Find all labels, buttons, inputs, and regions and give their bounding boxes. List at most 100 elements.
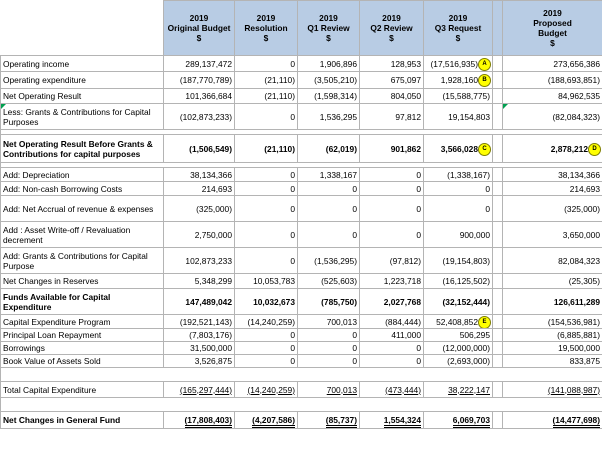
cell-original-budget: 38,134,366 <box>163 167 235 182</box>
cell-proposed-budget: (154,536,981) <box>502 314 602 329</box>
table-row: Net Operating Result Before Grants & Con… <box>0 134 602 163</box>
cell-proposed-budget: (82,084,323) <box>502 103 602 130</box>
cell-q3-request: 6,069,703 <box>423 411 493 429</box>
cell-q2-review: 0 <box>359 195 424 222</box>
cell-q2-review: (473,444) <box>359 381 424 398</box>
table-row: Operating expenditure (187,770,789) (21,… <box>0 71 602 89</box>
cell-q3-request: 1,928,160 B <box>423 71 493 89</box>
cell-q2-review: 2,027,768 <box>359 288 424 315</box>
cell-q3-request: (15,588,775) <box>423 88 493 104</box>
cell-q2-review: 804,050 <box>359 88 424 104</box>
spacer-cell <box>492 55 503 72</box>
row-label: Add: Grants & Contributions for Capital … <box>0 247 164 274</box>
table-row: Add : Asset Write-off / Revaluation decr… <box>0 221 602 248</box>
table-row: Add: Depreciation 38,134,366 0 1,338,167… <box>0 167 602 182</box>
cell-resolution: 0 <box>234 195 298 222</box>
table-row: Principal Loan Repayment (7,803,176) 0 0… <box>0 328 602 342</box>
row-label: Net Operating Result Before Grants & Con… <box>0 134 164 163</box>
cell-resolution: (21,110) <box>234 71 298 89</box>
cell-q2-review: 97,812 <box>359 103 424 130</box>
cell-proposed-budget: 833,875 <box>502 354 602 368</box>
spacer-cell <box>492 354 503 368</box>
cell-original-budget: 289,137,472 <box>163 55 235 72</box>
table-row: Operating income 289,137,472 0 1,906,896… <box>0 55 602 72</box>
cell-q3-request: (17,516,935) A <box>423 55 493 72</box>
cell-proposed-budget: 84,962,535 <box>502 88 602 104</box>
spacer-cell <box>492 71 503 89</box>
cell-q3-request: (2,693,000) <box>423 354 493 368</box>
row-label: Total Capital Expenditure <box>0 381 164 398</box>
cell-original-budget: 31,500,000 <box>163 341 235 355</box>
cell-original-budget: (17,808,403) <box>163 411 235 429</box>
header-spacer <box>492 0 503 56</box>
table-row: Capital Expenditure Program (192,521,143… <box>0 314 602 329</box>
row-label: Add: Depreciation <box>0 167 164 182</box>
cell-original-budget: (325,000) <box>163 195 235 222</box>
cell-proposed-budget: (141,088,987) <box>502 381 602 398</box>
cell-q1-review: 1,338,167 <box>297 167 360 182</box>
table-row: Add: Non-cash Borrowing Costs 214,693 0 … <box>0 181 602 196</box>
spacer-row <box>0 129 602 135</box>
cell-q3-request: (12,000,000) <box>423 341 493 355</box>
table-row: Net Changes in General Fund (17,808,403)… <box>0 411 602 429</box>
row-label: Net Operating Result <box>0 88 164 104</box>
cell-q1-review: 700,013 <box>297 314 360 329</box>
cell-resolution: 0 <box>234 328 298 342</box>
cell-q1-review: (62,019) <box>297 134 360 163</box>
spacer-cell <box>492 328 503 342</box>
cell-q2-review: 0 <box>359 181 424 196</box>
cell-proposed-budget: 273,656,386 <box>502 55 602 72</box>
cell-resolution: 0 <box>234 247 298 274</box>
cell-q2-review: 1,223,718 <box>359 273 424 289</box>
row-label: Add: Non-cash Borrowing Costs <box>0 181 164 196</box>
cell-original-budget: 101,366,684 <box>163 88 235 104</box>
table-row: Net Changes in Reserves 5,348,299 10,053… <box>0 273 602 289</box>
cell-original-budget: (102,873,233) <box>163 103 235 130</box>
header-q1-review: 2019 Q1 Review $ <box>297 0 360 56</box>
marker-d-badge: D <box>588 142 601 156</box>
row-label: Capital Expenditure Program <box>0 314 164 329</box>
row-label: Funds Available for Capital Expenditure <box>0 288 164 315</box>
cell-q2-review: 0 <box>359 221 424 248</box>
cell-resolution: 0 <box>234 221 298 248</box>
cell-proposed-budget: 2,878,212 D <box>502 134 602 163</box>
cell-q1-review: 0 <box>297 328 360 342</box>
cell-q2-review: 1,554,324 <box>359 411 424 429</box>
cell-q1-review: (1,598,314) <box>297 88 360 104</box>
table-row: Total Capital Expenditure (165,297,444) … <box>0 381 602 398</box>
row-label: Less: Grants & Contributions for Capital… <box>0 103 164 130</box>
cell-q3-request: 0 <box>423 181 493 196</box>
cell-resolution: (21,110) <box>234 134 298 163</box>
spacer-row <box>0 367 602 382</box>
cell-q1-review: 1,906,896 <box>297 55 360 72</box>
cell-original-budget: (7,803,176) <box>163 328 235 342</box>
cell-q3-request: 0 <box>423 195 493 222</box>
table-row: Funds Available for Capital Expenditure … <box>0 288 602 315</box>
table-row: Book Value of Assets Sold 3,526,875 0 0 … <box>0 354 602 368</box>
spacer-cell <box>492 88 503 104</box>
header-original-budget: 2019 Original Budget $ <box>163 0 235 56</box>
cell-q1-review: 0 <box>297 221 360 248</box>
marker-c-badge: C <box>478 142 491 156</box>
row-label: Operating expenditure <box>0 71 164 89</box>
cell-q2-review: 411,000 <box>359 328 424 342</box>
cell-original-budget: 3,526,875 <box>163 354 235 368</box>
cell-q2-review: (884,444) <box>359 314 424 329</box>
green-indicator-icon <box>503 104 508 109</box>
cell-q3-request: (32,152,444) <box>423 288 493 315</box>
table-row: Add: Net Accrual of revenue & expenses (… <box>0 195 602 222</box>
cell-original-budget: 5,348,299 <box>163 273 235 289</box>
cell-q3-request: (1,338,167) <box>423 167 493 182</box>
cell-q2-review: 675,097 <box>359 71 424 89</box>
cell-q3-request: 52,408,852 E <box>423 314 493 329</box>
cell-resolution: 0 <box>234 103 298 130</box>
cell-q1-review: (1,536,295) <box>297 247 360 274</box>
cell-resolution: 10,032,673 <box>234 288 298 315</box>
spacer-cell <box>492 167 503 182</box>
cell-original-budget: 102,873,233 <box>163 247 235 274</box>
cell-q1-review: 0 <box>297 181 360 196</box>
spacer-cell <box>492 288 503 315</box>
cell-resolution: 10,053,783 <box>234 273 298 289</box>
budget-table: 2019 Original Budget $ 2019 Resolution $ 201… <box>0 0 602 429</box>
cell-resolution: 0 <box>234 167 298 182</box>
